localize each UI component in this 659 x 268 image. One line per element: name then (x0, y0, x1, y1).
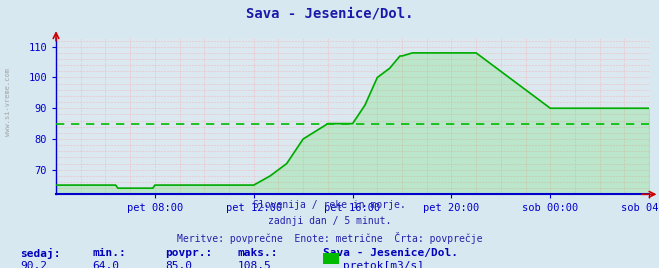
Text: Sava - Jesenice/Dol.: Sava - Jesenice/Dol. (246, 7, 413, 21)
Text: pretok[m3/s]: pretok[m3/s] (343, 261, 424, 268)
Text: 85,0: 85,0 (165, 261, 192, 268)
Text: maks.:: maks.: (237, 248, 277, 258)
Text: zadnji dan / 5 minut.: zadnji dan / 5 minut. (268, 216, 391, 226)
Text: min.:: min.: (92, 248, 126, 258)
Text: sedaj:: sedaj: (20, 248, 60, 259)
Text: 90,2: 90,2 (20, 261, 47, 268)
Text: www.si-vreme.com: www.si-vreme.com (5, 68, 11, 136)
Text: Meritve: povprečne  Enote: metrične  Črta: povprečje: Meritve: povprečne Enote: metrične Črta:… (177, 232, 482, 244)
Text: 64,0: 64,0 (92, 261, 119, 268)
Text: Sava - Jesenice/Dol.: Sava - Jesenice/Dol. (323, 248, 458, 258)
Text: Slovenija / reke in morje.: Slovenija / reke in morje. (253, 200, 406, 210)
Text: 108,5: 108,5 (237, 261, 271, 268)
Text: povpr.:: povpr.: (165, 248, 212, 258)
